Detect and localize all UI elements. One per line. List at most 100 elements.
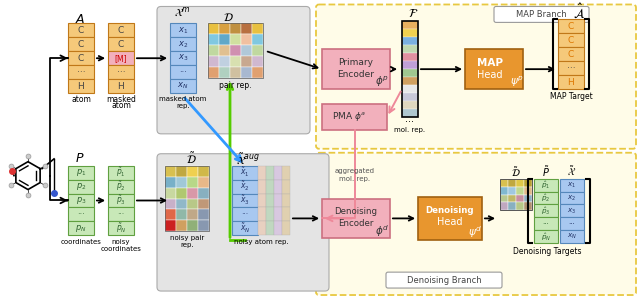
Text: ···: ··· [568, 221, 575, 227]
Bar [232, 208, 258, 221]
Text: C: C [118, 26, 124, 35]
Bar [208, 67, 219, 78]
Text: $\tilde{\mathcal{D}}$: $\tilde{\mathcal{D}}$ [511, 165, 521, 179]
Text: Denoising: Denoising [426, 206, 474, 215]
Text: H: H [568, 78, 574, 87]
Text: Denoising: Denoising [335, 207, 378, 216]
Text: ···: ··· [543, 221, 549, 227]
Bar [534, 205, 558, 217]
Bar [402, 22, 418, 29]
Bar [258, 208, 266, 221]
Bar [500, 195, 508, 202]
Bar [108, 221, 134, 235]
Text: mol. rep.: mol. rep. [394, 127, 426, 133]
Text: C: C [78, 40, 84, 49]
Text: $\psi^d$: $\psi^d$ [468, 225, 482, 240]
Bar [402, 85, 418, 93]
FancyBboxPatch shape [386, 272, 502, 288]
Bar [170, 51, 196, 65]
Bar [241, 67, 252, 78]
Text: Denoising Targets: Denoising Targets [513, 247, 581, 256]
Text: $\tilde{\mathcal{X}}$: $\tilde{\mathcal{X}}$ [568, 165, 577, 178]
Bar [108, 51, 134, 65]
Bar [176, 210, 187, 220]
Bar [516, 195, 524, 202]
Bar [198, 220, 209, 231]
Bar [534, 217, 558, 230]
Bar [165, 187, 176, 199]
Bar [108, 79, 134, 93]
Bar [208, 23, 219, 34]
Bar [208, 56, 219, 67]
Bar [108, 65, 134, 79]
Text: C: C [568, 22, 574, 31]
Text: Encoder: Encoder [337, 70, 374, 79]
Bar [402, 93, 418, 101]
Text: noisy: noisy [112, 239, 131, 245]
Bar [558, 19, 584, 33]
Bar [402, 45, 418, 53]
Bar [266, 193, 274, 208]
Text: MAP Branch: MAP Branch [516, 10, 566, 19]
Text: $x_1$: $x_1$ [178, 25, 188, 36]
Bar [558, 47, 584, 61]
Bar [68, 166, 94, 180]
Bar [402, 29, 418, 37]
Bar [108, 23, 134, 37]
Text: rep.: rep. [180, 242, 194, 248]
Bar [68, 65, 94, 79]
Bar [232, 193, 258, 208]
Bar [198, 199, 209, 210]
Bar [68, 51, 94, 65]
Bar [560, 205, 584, 217]
Text: Head: Head [477, 70, 503, 80]
Text: atom: atom [71, 94, 91, 103]
Text: $\tilde{p}_3$: $\tilde{p}_3$ [116, 194, 126, 207]
Bar [187, 166, 198, 177]
FancyBboxPatch shape [494, 7, 589, 22]
Text: Denoising Branch: Denoising Branch [406, 276, 481, 285]
Text: $x_2$: $x_2$ [178, 39, 188, 50]
Bar [232, 166, 258, 180]
Bar [232, 180, 258, 193]
Bar [230, 23, 241, 34]
Bar [241, 56, 252, 67]
Text: $\hat{\mathcal{A}}$: $\hat{\mathcal{A}}$ [573, 2, 585, 21]
Bar [241, 23, 252, 34]
Bar [560, 192, 584, 205]
Text: ···: ··· [406, 117, 415, 127]
Text: ···: ··· [566, 64, 575, 73]
Bar [402, 77, 418, 85]
Bar [274, 221, 282, 235]
Bar [170, 79, 196, 93]
Bar [198, 166, 209, 177]
Bar [560, 179, 584, 192]
Text: PMA $\phi^a$: PMA $\phi^a$ [332, 110, 367, 123]
Bar [232, 221, 258, 235]
Bar [165, 220, 176, 231]
Bar [176, 177, 187, 187]
Bar [170, 65, 196, 79]
Text: H: H [118, 82, 124, 91]
Bar [558, 75, 584, 89]
Bar [230, 45, 241, 56]
FancyBboxPatch shape [316, 4, 636, 149]
Text: Primary: Primary [339, 58, 374, 67]
Bar [282, 221, 290, 235]
Bar [534, 192, 558, 205]
Bar [68, 221, 94, 235]
Text: ···: ··· [116, 68, 125, 77]
Bar [252, 45, 263, 56]
Text: Head: Head [437, 217, 463, 227]
Text: masked atom: masked atom [159, 96, 207, 102]
Text: $x_3$: $x_3$ [568, 206, 577, 216]
Bar [282, 180, 290, 193]
Bar [198, 187, 209, 199]
Bar [524, 202, 532, 210]
Bar [241, 45, 252, 56]
Bar [402, 53, 418, 61]
Bar [219, 23, 230, 34]
FancyBboxPatch shape [157, 7, 310, 134]
Bar [176, 187, 187, 199]
Bar [258, 193, 266, 208]
